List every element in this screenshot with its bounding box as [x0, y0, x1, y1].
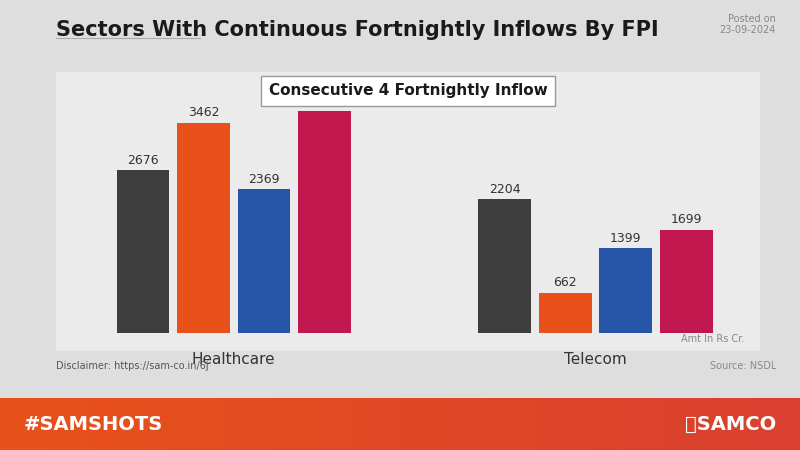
- Bar: [660, 230, 713, 333]
- Bar: [539, 292, 591, 333]
- Bar: [238, 189, 290, 333]
- Text: 1699: 1699: [670, 213, 702, 226]
- Text: Consecutive 4 Fortnightly Inflow: Consecutive 4 Fortnightly Inflow: [269, 83, 547, 98]
- Text: #SAMSHOTS: #SAMSHOTS: [24, 414, 163, 434]
- Text: 2204: 2204: [489, 183, 521, 196]
- Text: 2676: 2676: [127, 154, 158, 167]
- Text: ֎SAMCO: ֎SAMCO: [685, 414, 776, 434]
- Text: Sectors With Continuous Fortnightly Inflows By FPI: Sectors With Continuous Fortnightly Infl…: [56, 20, 658, 40]
- Bar: [298, 111, 350, 333]
- Text: Amt In Rs Cr.: Amt In Rs Cr.: [681, 334, 744, 344]
- Text: Disclaimer: https://sam-co.in/6j: Disclaimer: https://sam-co.in/6j: [56, 361, 209, 371]
- Text: 662: 662: [554, 276, 577, 289]
- Bar: [117, 171, 169, 333]
- Text: Source: NSDL: Source: NSDL: [710, 361, 776, 371]
- Text: Posted on
23-09-2024: Posted on 23-09-2024: [720, 14, 776, 35]
- Bar: [177, 123, 230, 333]
- Text: 3462: 3462: [188, 107, 219, 120]
- Text: Healthcare: Healthcare: [192, 352, 275, 367]
- Bar: [478, 199, 531, 333]
- Text: 1399: 1399: [610, 232, 642, 245]
- Text: 3652: 3652: [309, 95, 340, 108]
- Legend: 31/Jul/2024, 15/Aug/2024, 31/Aug/2024, 15/Sep/2024: 31/Jul/2024, 15/Aug/2024, 31/Aug/2024, 1…: [181, 403, 635, 428]
- Bar: [599, 248, 652, 333]
- Text: 2369: 2369: [248, 173, 280, 186]
- Text: Telecom: Telecom: [564, 352, 627, 367]
